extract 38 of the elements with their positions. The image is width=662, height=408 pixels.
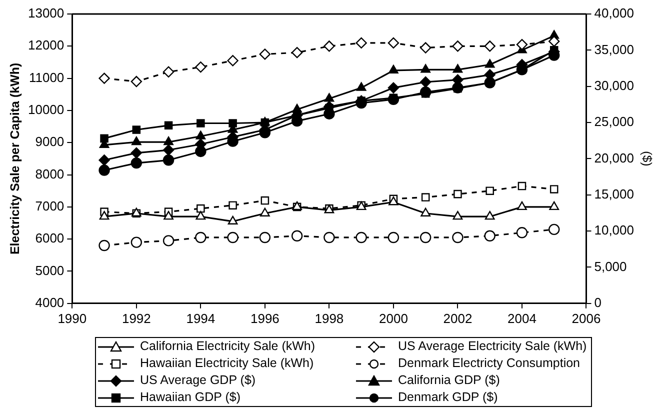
y-tick-label: 13000: [28, 6, 64, 21]
y2-tick-label: 0: [594, 294, 602, 310]
legend-label: Hawaiian GDP ($): [140, 389, 241, 406]
y-tick-label: 12000: [28, 38, 64, 53]
y2-tick-label: 15,000: [594, 186, 634, 202]
y-tick-label: 11000: [28, 70, 64, 85]
y-tick-label: 5000: [35, 262, 64, 278]
y-axis-title: Electricity Sale per Capita (kWh): [8, 62, 22, 255]
y2-tick-label: 10,000: [594, 222, 634, 238]
x-tick-label: 1996: [250, 310, 280, 326]
legend-label: US Average Electricity Sale (kWh): [398, 338, 587, 355]
x-tick-label: 1998: [314, 310, 344, 326]
legend-label: California GDP ($): [398, 372, 500, 389]
y-tick-label: 10000: [28, 102, 64, 118]
y2-tick-label: 5,000: [594, 258, 627, 274]
x-tick-label: 2002: [443, 310, 472, 326]
y-tick-label: 4000: [35, 294, 64, 310]
y-tick-label: 8000: [35, 166, 64, 182]
x-tick-label: 1992: [122, 310, 151, 326]
x-tick-label: 2004: [508, 310, 536, 326]
y2-tick-label: 35,000: [594, 42, 634, 57]
legend-label: US Average GDP ($): [140, 372, 256, 389]
y2-axis-title: ($): [640, 151, 654, 166]
y-tick-label: 6000: [35, 230, 64, 246]
legend-label: Denmark Electricty Consumption: [398, 355, 580, 372]
legend-label: California Electricity Sale (kWh): [140, 338, 316, 355]
x-tick-label: 1994: [186, 310, 216, 326]
y2-tick-label: 25,000: [594, 114, 634, 130]
y2-tick-label: 20,000: [594, 150, 634, 166]
x-tick-label: 2006: [572, 310, 601, 326]
y-tick-label: 7000: [35, 198, 64, 214]
x-tick-label: 2000: [378, 310, 408, 326]
y2-tick-label: 30,000: [594, 78, 634, 93]
y2-tick-label: 40,000: [594, 6, 634, 21]
legend-label: Hawaiian Electricity Sale (kWh): [140, 355, 314, 372]
x-tick-label: 1990: [58, 310, 87, 326]
legend-label: Denmark GDP ($): [398, 389, 498, 406]
y-tick-label: 9000: [35, 134, 64, 150]
